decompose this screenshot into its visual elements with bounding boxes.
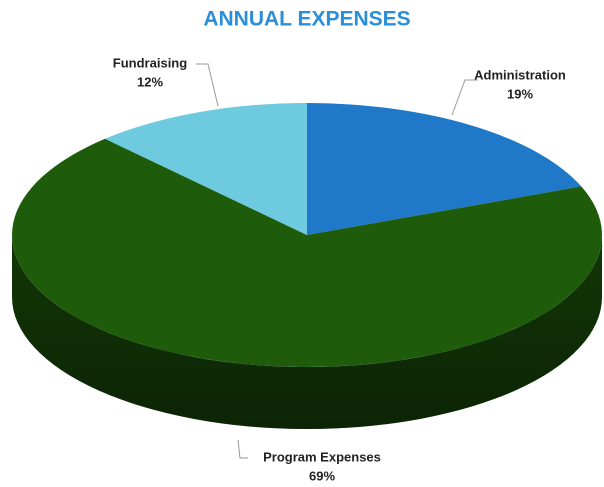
pie xyxy=(11,103,602,429)
labels: Administration 19% Program Expenses 69% Fund… xyxy=(113,55,566,483)
category-label: Fundraising xyxy=(113,55,187,70)
slice xyxy=(105,103,308,235)
value-label: 19% xyxy=(507,86,533,101)
value-label: 12% xyxy=(137,74,163,89)
leader-line xyxy=(451,79,478,116)
leader-line xyxy=(196,63,219,107)
slice-side-shade xyxy=(12,235,602,429)
slice xyxy=(307,103,582,235)
leader-line xyxy=(237,439,248,459)
category-label: Program Expenses xyxy=(263,449,381,464)
category-label: Administration xyxy=(474,67,566,82)
chart-title: ANNUAL EXPENSES xyxy=(203,8,410,31)
slice xyxy=(11,138,602,367)
value-label: 69% xyxy=(309,468,335,483)
